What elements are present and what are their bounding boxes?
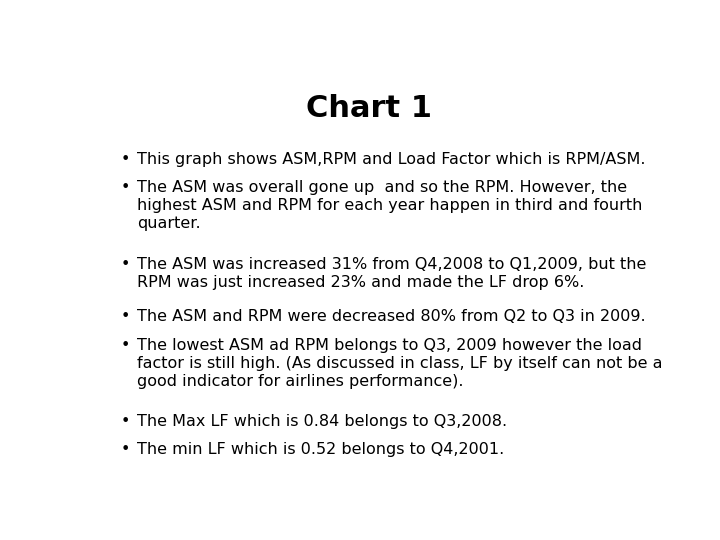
Text: The ASM and RPM were decreased 80% from Q2 to Q3 in 2009.: The ASM and RPM were decreased 80% from … [138,309,646,325]
Text: This graph shows ASM,RPM and Load Factor which is RPM/ASM.: This graph shows ASM,RPM and Load Factor… [138,152,646,167]
Text: •: • [121,180,130,195]
Text: •: • [121,414,130,429]
Text: •: • [121,309,130,325]
Text: •: • [121,442,130,457]
Text: The ASM was increased 31% from Q4,2008 to Q1,2009, but the
RPM was just increase: The ASM was increased 31% from Q4,2008 t… [138,257,647,290]
Text: The Max LF which is 0.84 belongs to Q3,2008.: The Max LF which is 0.84 belongs to Q3,2… [138,414,508,429]
Text: The ASM was overall gone up  and so the RPM. However, the
highest ASM and RPM fo: The ASM was overall gone up and so the R… [138,180,643,232]
Text: The min LF which is 0.52 belongs to Q4,2001.: The min LF which is 0.52 belongs to Q4,2… [138,442,505,457]
Text: •: • [121,257,130,272]
Text: Chart 1: Chart 1 [306,94,432,123]
Text: The lowest ASM ad RPM belongs to Q3, 2009 however the load
factor is still high.: The lowest ASM ad RPM belongs to Q3, 200… [138,338,663,389]
Text: •: • [121,152,130,167]
Text: •: • [121,338,130,353]
